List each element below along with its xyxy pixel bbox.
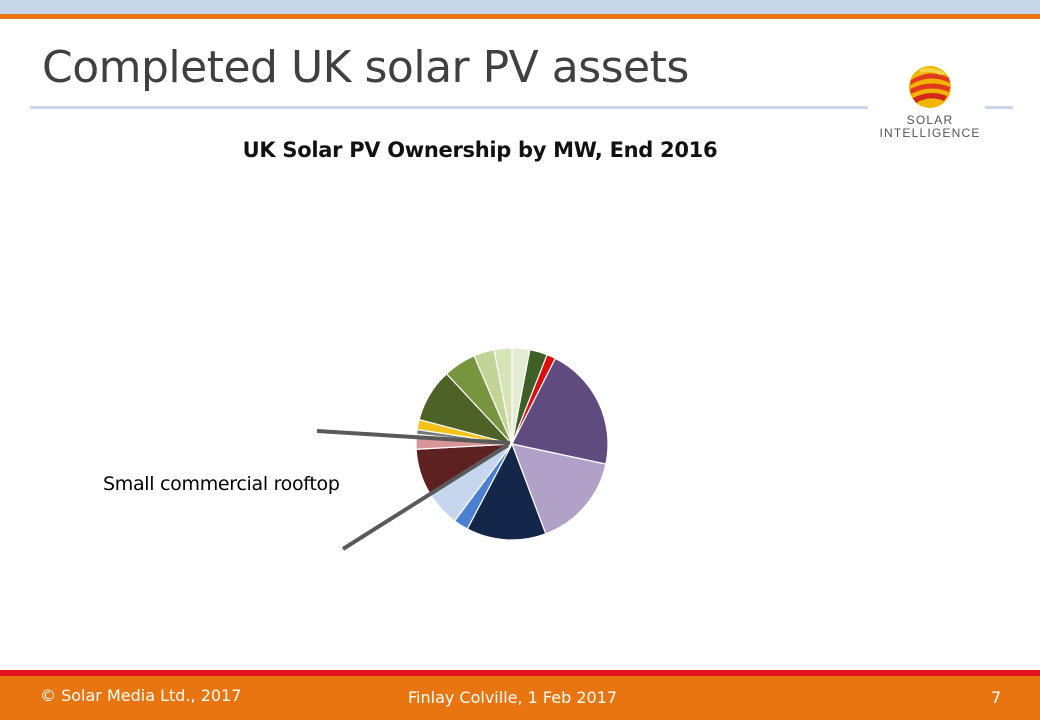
pie-slice-15 [473,348,513,445]
slide-title: Completed UK solar PV assets [42,42,689,93]
pie-slice-11 [415,428,513,445]
pie-slice-1 [511,347,531,445]
pie-slice-10 [415,433,513,450]
footer-copyright: © Solar Media Ltd., 2017 [40,686,242,705]
footer-accent-line [0,670,1040,676]
pie-slice-7 [453,443,513,530]
title-underline [30,106,868,109]
pie-slices [415,347,609,541]
pie-slice-5 [511,443,607,535]
chart-title: UK Solar PV Ownership by MW, End 2016 [242,138,718,162]
pie-slice-14 [445,355,513,445]
logo-globe-icon [909,66,951,108]
pie-slice-6 [466,442,547,541]
logo-text-intelligence: INTELLIGENCE [879,126,981,140]
pie-slice-4 [511,357,609,465]
pie-slice-3 [511,353,557,445]
pie-slice-8 [429,443,513,522]
small-commercial-rooftop-label: Small commercial rooftop [103,473,340,495]
logo-text-solar: SOLAR [906,113,954,127]
top-accent-line [0,14,1040,19]
solar-intelligence-logo: SOLAR INTELLIGENCE [876,64,984,148]
footer-author-date: Finlay Colville, 1 Feb 2017 [408,688,618,707]
pie-slice-12 [416,418,513,445]
logo-text: SOLAR INTELLIGENCE [876,114,984,140]
page-number: 7 [991,688,1002,707]
callout-line-upper [316,429,511,445]
title-underline-right [985,106,1013,109]
callout-line-lower [341,443,510,551]
pie-slice-9 [415,443,513,496]
pie-slice-2 [511,348,548,445]
pie-slice-13 [418,372,514,446]
pie-slice-16 [493,347,513,445]
top-band [0,0,1040,14]
footer-bar [0,676,1040,720]
